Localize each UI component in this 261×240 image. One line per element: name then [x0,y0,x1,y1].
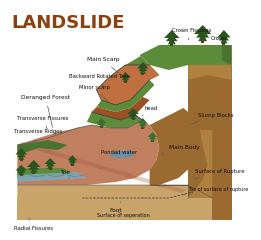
Polygon shape [17,120,159,185]
Polygon shape [188,130,212,198]
Polygon shape [87,112,143,128]
Polygon shape [29,163,39,170]
Polygon shape [121,72,130,78]
Polygon shape [17,151,26,157]
Polygon shape [170,40,173,46]
Polygon shape [221,36,227,43]
Polygon shape [70,159,75,165]
Polygon shape [140,45,232,70]
Polygon shape [71,162,74,166]
Text: Ponded water: Ponded water [101,150,138,155]
Polygon shape [69,157,76,163]
Text: Backward Rotated Tree: Backward Rotated Tree [69,73,130,87]
Polygon shape [116,45,159,80]
Polygon shape [196,29,209,38]
Text: Transverse Fissures: Transverse Fissures [17,115,69,129]
Polygon shape [166,33,177,41]
Polygon shape [20,156,23,161]
Polygon shape [17,140,68,155]
Text: Radial Fissures: Radial Fissures [14,218,53,230]
Polygon shape [152,182,186,193]
Text: Toe of surface of rupture: Toe of surface of rupture [183,187,248,195]
Polygon shape [198,32,207,41]
Polygon shape [141,70,144,75]
Polygon shape [132,115,135,120]
Text: Crown: Crown [210,36,227,47]
Polygon shape [149,134,156,139]
Polygon shape [20,172,23,176]
Text: LANDSLIDE: LANDSLIDE [11,14,125,32]
Polygon shape [127,108,139,114]
Polygon shape [130,113,136,119]
Polygon shape [217,30,231,37]
Polygon shape [139,65,147,71]
Polygon shape [168,36,176,44]
Polygon shape [150,136,155,141]
Polygon shape [219,33,229,41]
Polygon shape [92,97,150,120]
Polygon shape [97,118,106,123]
Polygon shape [100,124,103,128]
Polygon shape [32,168,35,174]
Polygon shape [18,169,24,175]
Polygon shape [15,165,27,170]
Polygon shape [201,36,204,43]
Text: Transverse Ridges: Transverse Ridges [14,130,62,142]
Polygon shape [27,160,40,167]
Polygon shape [148,132,157,137]
Polygon shape [123,76,128,82]
Polygon shape [68,155,77,161]
Text: Foot: Foot [110,202,122,212]
Text: head: head [142,106,158,116]
Text: Crown Fissures: Crown Fissures [172,28,211,40]
Polygon shape [151,138,154,142]
Polygon shape [137,62,149,68]
Polygon shape [46,160,55,166]
Text: Toe: Toe [60,169,70,178]
Polygon shape [17,142,51,153]
Polygon shape [72,158,105,169]
Polygon shape [44,158,56,164]
Polygon shape [140,122,145,128]
Text: Minor scarp: Minor scarp [79,85,110,103]
Polygon shape [17,172,87,182]
Polygon shape [44,150,78,161]
Polygon shape [164,30,180,38]
Text: Main Body: Main Body [162,145,200,154]
Polygon shape [124,79,127,83]
Text: Surface of Rupture: Surface of Rupture [194,169,245,179]
Polygon shape [222,45,232,65]
Text: Main Scarp: Main Scarp [87,58,120,73]
Polygon shape [98,166,132,177]
Polygon shape [141,125,144,129]
Polygon shape [98,120,105,125]
Polygon shape [108,150,135,158]
Polygon shape [49,165,52,170]
Polygon shape [138,118,148,124]
Polygon shape [30,166,37,173]
Polygon shape [150,108,203,185]
Polygon shape [139,120,146,126]
Text: Surface of seperation: Surface of seperation [97,212,149,217]
Polygon shape [17,167,26,173]
Polygon shape [188,65,232,220]
Polygon shape [194,25,211,34]
Polygon shape [99,122,104,127]
Polygon shape [222,39,225,45]
Polygon shape [126,174,159,185]
Polygon shape [97,80,155,112]
Polygon shape [129,110,138,116]
Text: Slump Blocks: Slump Blocks [191,113,233,124]
Polygon shape [17,198,212,220]
Polygon shape [15,148,27,155]
Polygon shape [17,185,212,198]
Polygon shape [97,65,159,105]
Polygon shape [17,168,77,178]
Polygon shape [47,163,53,169]
Polygon shape [122,74,129,80]
Polygon shape [18,153,24,160]
Polygon shape [188,65,232,80]
Text: Deranged Forest: Deranged Forest [21,96,70,127]
Polygon shape [140,67,146,74]
